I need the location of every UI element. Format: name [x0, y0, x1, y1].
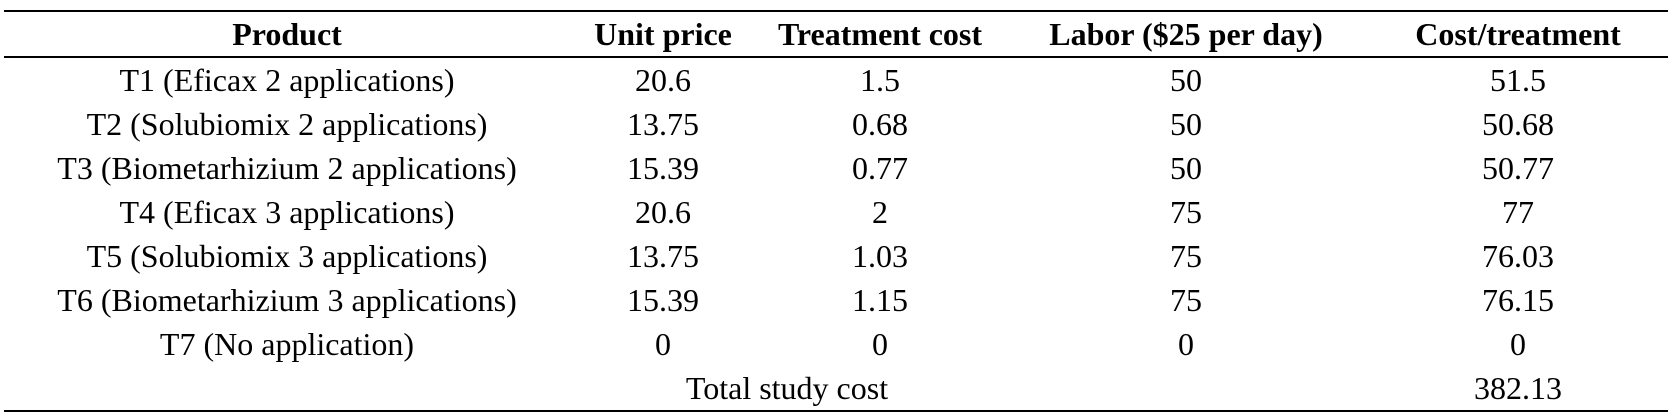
cell-cost-per-treatment: 50.68 [1482, 105, 1554, 142]
cell-labor: 75 [1170, 237, 1202, 274]
table-row: T7 (No application) 0 0 0 0 [4, 322, 1668, 366]
cell-treatment-cost: 2 [872, 193, 888, 230]
cell-product: T5 (Solubiomix 3 applications) [86, 237, 488, 274]
cell-cost-per-treatment: 77 [1502, 193, 1534, 230]
cell-unit-price: 13.75 [627, 105, 699, 142]
header-cost-per-treatment: Cost/treatment [1415, 15, 1621, 52]
total-value: 382.13 [1474, 369, 1562, 406]
total-spacer [4, 366, 570, 411]
cell-labor: 0 [1178, 325, 1194, 362]
table-row: T5 (Solubiomix 3 applications) 13.75 1.0… [4, 234, 1668, 278]
cell-treatment-cost: 1.5 [860, 61, 900, 98]
total-spacer [1004, 366, 1368, 411]
cell-labor: 50 [1170, 61, 1202, 98]
cell-treatment-cost: 0.68 [852, 105, 908, 142]
cell-unit-price: 13.75 [627, 237, 699, 274]
cell-unit-price: 0 [655, 325, 671, 362]
cell-labor: 50 [1170, 149, 1202, 186]
table-row: T6 (Biometarhizium 3 applications) 15.39… [4, 278, 1668, 322]
header-unit-price: Unit price [594, 15, 732, 52]
cost-table-container: Product Unit price Treatment cost Labor … [4, 10, 1668, 412]
cell-product: T4 (Eficax 3 applications) [119, 193, 455, 230]
cell-cost-per-treatment: 76.03 [1482, 237, 1554, 274]
cost-table: Product Unit price Treatment cost Labor … [4, 10, 1668, 412]
cell-treatment-cost: 0.77 [852, 149, 908, 186]
table-body: T1 (Eficax 2 applications) 20.6 1.5 50 5… [4, 57, 1668, 411]
header-treatment-cost: Treatment cost [777, 15, 983, 52]
cell-unit-price: 15.39 [627, 281, 699, 318]
header-product: Product [232, 15, 342, 52]
cell-cost-per-treatment: 50.77 [1482, 149, 1554, 186]
total-label: Total study cost [685, 369, 889, 406]
table-row: T1 (Eficax 2 applications) 20.6 1.5 50 5… [4, 57, 1668, 102]
cell-product: T7 (No application) [159, 325, 415, 362]
cell-labor: 50 [1170, 105, 1202, 142]
cell-product: T6 (Biometarhizium 3 applications) [57, 281, 517, 318]
cell-product: T1 (Eficax 2 applications) [119, 61, 455, 98]
cell-treatment-cost: 1.03 [852, 237, 908, 274]
cell-cost-per-treatment: 51.5 [1490, 61, 1546, 98]
header-labor: Labor ($25 per day) [1049, 15, 1323, 52]
table-row: T2 (Solubiomix 2 applications) 13.75 0.6… [4, 102, 1668, 146]
header-row: Product Unit price Treatment cost Labor … [4, 11, 1668, 57]
cell-cost-per-treatment: 0 [1510, 325, 1526, 362]
cell-unit-price: 20.6 [635, 193, 691, 230]
cell-unit-price: 20.6 [635, 61, 691, 98]
cell-cost-per-treatment: 76.15 [1482, 281, 1554, 318]
total-row: Total study cost 382.13 [4, 366, 1668, 411]
table-header: Product Unit price Treatment cost Labor … [4, 11, 1668, 57]
cell-labor: 75 [1170, 281, 1202, 318]
table-row: T3 (Biometarhizium 2 applications) 15.39… [4, 146, 1668, 190]
cell-unit-price: 15.39 [627, 149, 699, 186]
cell-labor: 75 [1170, 193, 1202, 230]
cell-product: T2 (Solubiomix 2 applications) [86, 105, 488, 142]
cell-treatment-cost: 0 [872, 325, 888, 362]
cell-product: T3 (Biometarhizium 2 applications) [57, 149, 517, 186]
table-row: T4 (Eficax 3 applications) 20.6 2 75 77 [4, 190, 1668, 234]
cell-treatment-cost: 1.15 [852, 281, 908, 318]
